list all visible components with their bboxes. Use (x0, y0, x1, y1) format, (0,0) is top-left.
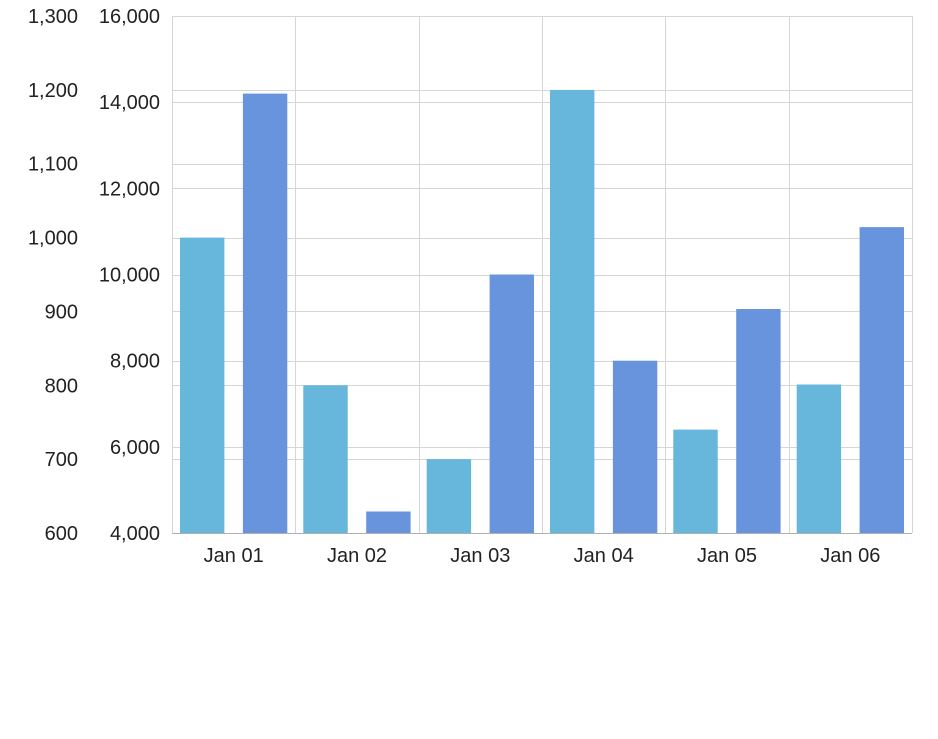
y-tick-label-left-outer: 800 (45, 375, 78, 397)
y-tick-label-left-outer: 700 (45, 449, 78, 471)
bar-series2-jan-03 (489, 274, 534, 533)
y-tick-label-left-outer: 1,100 (28, 154, 78, 176)
bar-series2-jan-06 (859, 227, 904, 533)
bars (180, 89, 904, 534)
bar-series1-jan-06 (796, 384, 842, 533)
x-tick-label: Jan 02 (327, 545, 387, 567)
y-tick-label-left-inner: 14,000 (99, 92, 160, 114)
y-tick-label-left-inner: 16,000 (99, 6, 160, 28)
y-tick-label-left-inner: 8,000 (110, 351, 160, 373)
x-tick-label: Jan 03 (450, 545, 510, 567)
bar-series1-jan-03 (426, 459, 472, 533)
bar-series1-jan-01 (180, 237, 225, 533)
y-tick-label-left-inner: 4,000 (110, 523, 160, 545)
y-tick-label-left-inner: 10,000 (99, 265, 160, 287)
x-tick-label: Jan 05 (697, 545, 757, 567)
gridlines (172, 16, 913, 534)
y-tick-label-left-inner: 6,000 (110, 437, 160, 459)
x-tick-label: Jan 01 (204, 545, 264, 567)
tick-labels: 600 700 800 900 1,000 1,100 1,200 1,300 4,000 6,0… (28, 6, 880, 567)
y-tick-label-left-outer: 1,200 (28, 80, 78, 102)
bar-series2-jan-05 (736, 309, 781, 533)
bar-series2-jan-04 (612, 360, 658, 533)
y-tick-label-left-outer: 1,000 (28, 228, 78, 250)
y-tick-label-left-outer: 600 (45, 523, 78, 545)
bar-series1-jan-04 (550, 89, 595, 534)
x-tick-label: Jan 06 (820, 545, 880, 567)
bar-series1-jan-02 (303, 385, 348, 533)
bar-series2-jan-01 (242, 93, 288, 533)
y-tick-label-left-inner: 12,000 (99, 178, 160, 200)
y-tick-label-left-outer: 900 (45, 301, 78, 323)
bar-series1-jan-05 (673, 429, 718, 533)
bar-series2-jan-02 (366, 511, 411, 533)
y-tick-label-left-outer: 1,300 (28, 6, 78, 28)
x-tick-label: Jan 04 (574, 545, 634, 567)
